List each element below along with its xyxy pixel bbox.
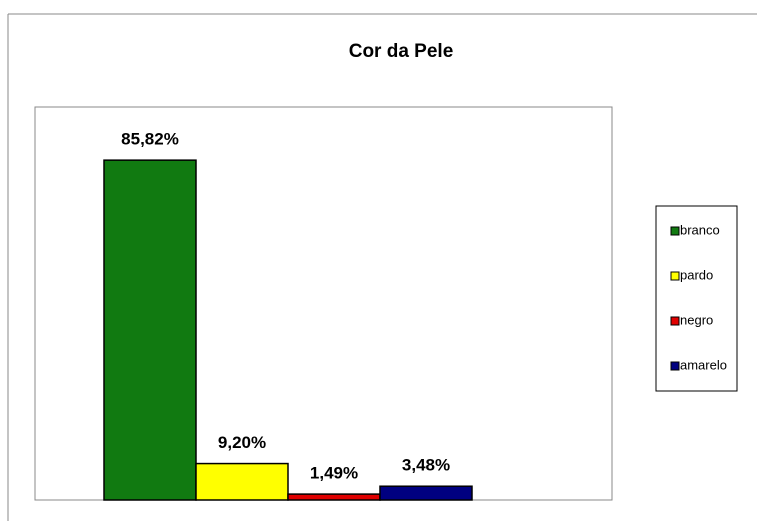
legend-label: amarelo [680,357,727,372]
bar [379,485,473,501]
chart-title: Cor da Pele [349,41,454,62]
legend-swatch [670,316,680,326]
legend-label: pardo [680,267,713,282]
data-label: 85,82% [121,130,179,149]
legend-label: branco [680,222,720,237]
legend-swatch [670,361,680,371]
data-label: 9,20% [218,433,266,452]
legend [655,205,738,392]
bar [195,462,289,501]
legend-swatch [670,271,680,281]
bar [103,159,197,501]
legend-label: negro [680,312,713,327]
legend-swatch [670,226,680,236]
bar [287,493,381,501]
data-label: 1,49% [310,464,358,483]
data-label: 3,48% [402,456,450,475]
